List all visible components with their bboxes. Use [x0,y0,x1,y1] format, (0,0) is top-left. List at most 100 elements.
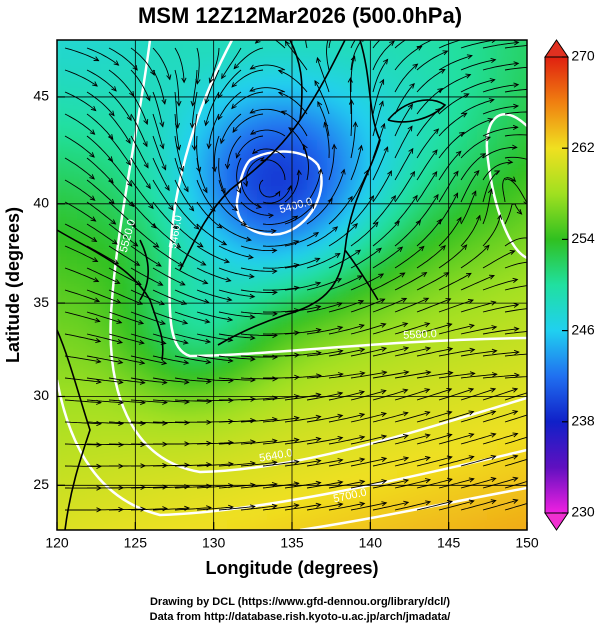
field-cell [107,320,118,331]
field-cell [467,310,478,321]
x-tick-label: 130 [202,535,226,551]
field-cell [247,340,258,351]
field-cell [427,70,438,81]
field-cell [407,410,418,421]
field-cell [477,530,488,541]
field-cell [277,470,288,481]
field-cell [407,210,418,221]
field-cell [207,440,218,451]
field-cell [167,60,178,71]
streamline-arrow [326,35,330,40]
field-cell [477,420,488,431]
field-cell [397,280,408,291]
field-cell [267,380,278,391]
field-cell [237,300,248,311]
field-cell [197,140,208,151]
field-cell [77,200,88,211]
field-cell [77,330,88,341]
field-cell [417,250,428,261]
field-cell [457,250,468,261]
field-cell [417,300,428,311]
field-cell [507,120,518,131]
field-cell [277,290,288,301]
field-cell [387,220,398,231]
field-cell [157,230,168,241]
field-cell [427,260,438,271]
field-cell [117,300,128,311]
field-cell [227,220,238,231]
field-cell [187,260,198,271]
field-cell [97,160,108,171]
field-cell [207,490,218,501]
field-cell [197,430,208,441]
field-cell [177,110,188,121]
field-cell [57,70,68,81]
y-tick-label: 25 [33,476,49,492]
field-cell [497,530,508,541]
field-cell [177,390,188,401]
field-cell [437,240,448,251]
field-cell [257,300,268,311]
field-cell [77,180,88,191]
field-cell [217,190,228,201]
field-cell [387,70,398,81]
field-cell [527,310,538,321]
field-cell [167,370,178,381]
field-cell [487,250,498,261]
field-cell [527,180,538,191]
field-cell [57,180,68,191]
field-cell [117,430,128,441]
field-cell [337,130,348,141]
field-cell [107,470,118,481]
field-cell [487,370,498,381]
field-cell [147,490,158,501]
field-cell [307,320,318,331]
field-cell [527,250,538,261]
colorbar-tick-label: 246 [571,321,595,337]
field-cell [57,220,68,231]
field-cell [257,430,268,441]
field-cell [137,470,148,481]
field-cell [497,470,508,481]
field-cell [157,70,168,81]
field-cell [527,370,538,381]
field-cell [477,290,488,301]
field-cell [287,400,298,411]
field-cell [187,370,198,381]
field-cell [357,380,368,391]
field-cell [257,360,268,371]
field-cell [297,360,308,371]
field-cell [387,340,398,351]
field-cell [427,450,438,461]
field-cell [387,160,398,171]
field-cell [77,490,88,501]
field-cell [357,90,368,101]
field-cell [437,370,448,381]
field-cell [337,120,348,131]
field-cell [347,290,358,301]
field-cell [97,530,108,541]
field-cell [257,240,268,251]
field-cell [177,330,188,341]
field-cell [77,360,88,371]
colorbar-extend-top [545,40,568,57]
field-cell [67,410,78,421]
field-cell [367,490,378,501]
field-cell [107,110,118,121]
field-cell [527,510,538,521]
field-cell [257,510,268,521]
field-cell [257,280,268,291]
field-cell [287,290,298,301]
field-cell [157,240,168,251]
field-cell [107,310,118,321]
field-cell [407,70,418,81]
field-cell [97,110,108,121]
field-cell [467,450,478,461]
field-cell [297,50,308,61]
field-cell [527,330,538,341]
x-tick-label: 140 [359,535,383,551]
field-cell [97,440,108,451]
field-cell [257,400,268,411]
field-cell [87,140,98,151]
